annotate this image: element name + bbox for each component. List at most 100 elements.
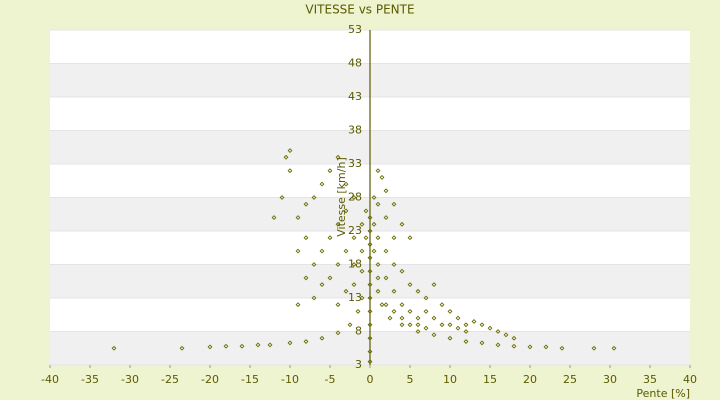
point [455,315,461,321]
point [383,302,389,308]
point [371,195,377,200]
point [311,295,317,301]
point [343,288,349,294]
x-tick-label: 40 [683,373,697,386]
point [359,268,365,274]
point [479,340,485,346]
point [239,343,245,349]
point [371,221,377,227]
point [439,302,445,308]
point [303,235,309,241]
point [223,343,229,349]
point [179,345,185,351]
point [375,262,381,267]
y-tick-label: 23 [348,224,362,237]
x-tick-label: 30 [603,373,617,386]
point [375,168,381,174]
point [255,342,261,348]
x-tick-label: -20 [201,373,219,386]
point [455,325,461,331]
point [471,319,477,324]
point [359,248,365,254]
point [383,248,389,254]
point [591,345,597,351]
point [375,235,381,241]
point [367,282,373,288]
point [447,335,453,341]
point [367,359,373,365]
x-tick-label: -5 [325,373,336,386]
point [359,221,365,227]
y-tick-label: 3 [355,358,362,371]
point [111,345,117,351]
point [391,262,397,267]
point [267,342,273,348]
point [463,329,469,334]
chart-title: VITESSE vs PENTE [305,3,414,17]
point [367,322,373,328]
point [383,275,389,281]
point [311,195,317,200]
y-tick-label: 43 [348,90,362,103]
point [399,221,405,227]
point [283,154,289,160]
point [511,335,517,341]
point [335,302,341,308]
point [415,315,421,321]
point [383,215,389,221]
point [311,262,317,267]
point [303,339,309,344]
point [327,168,333,174]
point [611,345,617,351]
point [391,235,397,241]
point [319,282,325,288]
point [359,295,365,301]
y-tick-label: 48 [348,57,362,70]
point [327,235,333,241]
point [367,215,373,221]
x-tick-label: -40 [41,373,59,386]
point [351,262,357,267]
point [423,325,429,331]
point [399,315,405,321]
point [279,195,285,200]
point [367,268,373,274]
point [543,344,549,350]
point [479,322,485,328]
point [387,315,393,321]
point [335,154,341,160]
point [447,308,453,314]
point [363,235,369,241]
point [407,282,413,288]
point [431,315,437,321]
y-tick-label: 13 [348,291,362,304]
point [559,345,565,351]
point [487,325,493,331]
point [375,201,381,207]
point [351,282,357,288]
point [367,228,373,234]
point [319,181,325,187]
point [371,248,377,254]
point [287,148,293,154]
point [347,322,353,328]
point [407,322,413,328]
point [295,248,301,254]
x-tick-label: 35 [643,373,657,386]
point [423,308,429,314]
y-tick-label: 8 [355,325,362,338]
point [375,288,381,294]
point [335,221,341,227]
point [303,275,309,281]
y-axis-label: Vitesse [km/h] [335,157,348,237]
point [207,344,213,350]
y-tick-label: 53 [348,23,362,36]
point [399,268,405,274]
point [399,302,405,308]
point [303,201,309,207]
point [367,349,373,355]
point [343,208,349,214]
point [335,262,341,267]
